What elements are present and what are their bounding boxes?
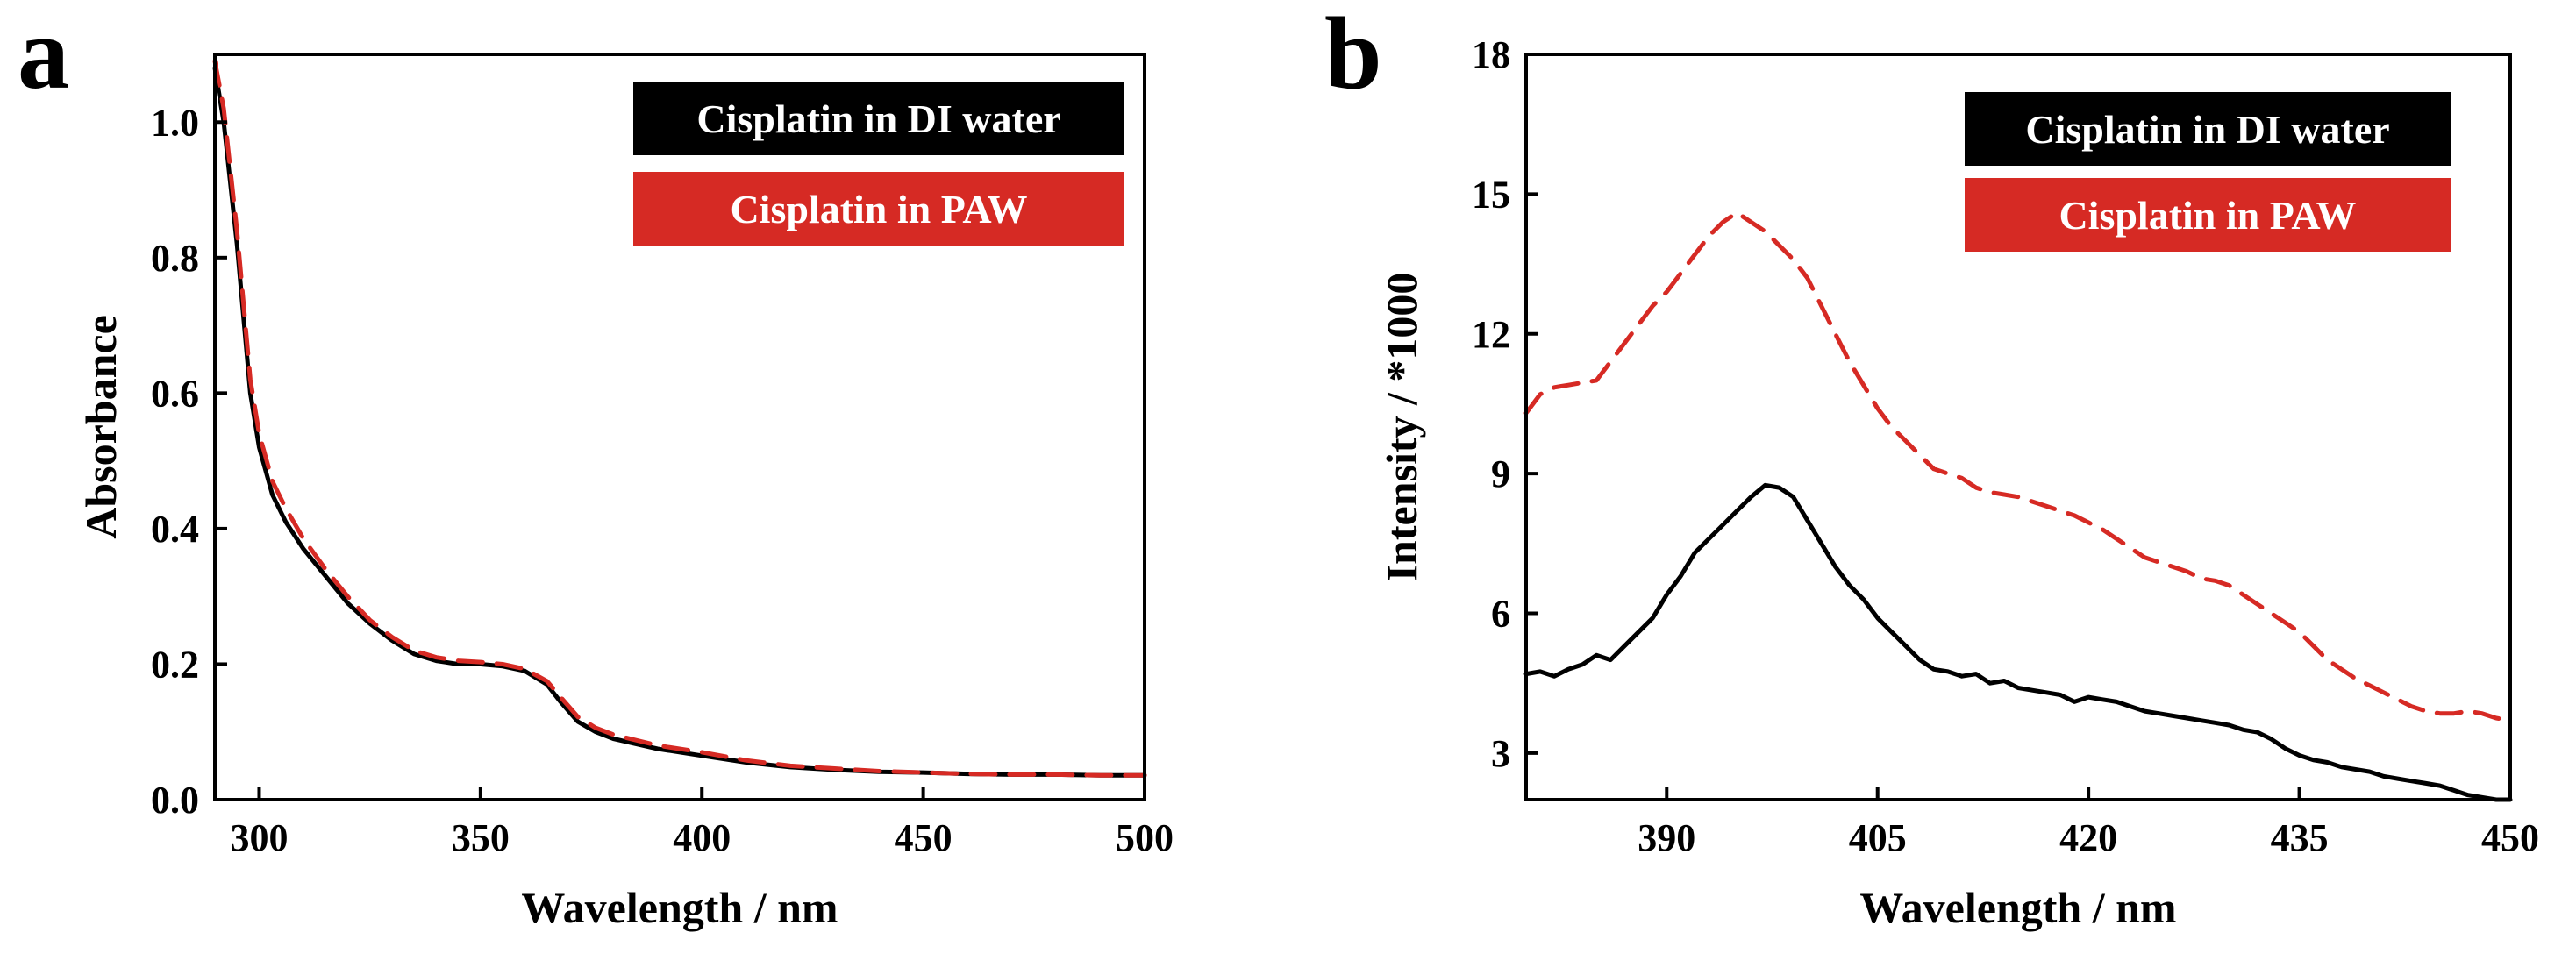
panel-b-xtick-label-435: 435 (2271, 816, 2329, 859)
panel-a-xtick-label-400: 400 (673, 816, 731, 859)
panel-b-label: b (1324, 0, 1382, 110)
panel-b-series-2-line (1523, 210, 2513, 723)
panel-a-label: a (18, 0, 69, 110)
panel-b-ytick-label-9: 9 (1491, 452, 1510, 495)
panel-a-xtick-label-500: 500 (1116, 816, 1174, 859)
panel-b-series-1-line (1523, 482, 2513, 802)
panel-a-ticks-group: 300 350 400 450 500 0.0 0.2 0.4 0.6 0.8 1.0 (151, 101, 1174, 859)
panel-b-ytick-label-6: 6 (1491, 593, 1510, 636)
panel-a: a 300 350 400 450 500 0.0 0.2 0.4 0.6 0.8 1.0 Wave… (18, 0, 1174, 932)
panel-b-xlabel: Wavelength / nm (1859, 883, 2176, 932)
panel-b-legend-swatch-2 (1965, 178, 2451, 252)
panel-a-ytick-label-0.2: 0.2 (151, 643, 199, 686)
panel-a-legend-label-2: Cisplatin in PAW (730, 187, 1027, 231)
panel-b-series-group (1523, 210, 2513, 802)
panel-a-legend-label-1: Cisplatin in DI water (696, 96, 1060, 141)
panel-b-ylabel: Intensity / *1000 (1377, 273, 1426, 582)
panel-a-ytick-label-0: 0.0 (151, 779, 199, 822)
panel-b-ticks-group: 390 405 420 435 450 3 6 9 12 15 18 (1472, 33, 2539, 859)
panel-a-xtick-label-300: 300 (230, 816, 288, 859)
panel-a-ytick-label-0.4: 0.4 (151, 508, 199, 551)
panel-a-xtick-label-450: 450 (895, 816, 953, 859)
panel-a-xlabel: Wavelength / nm (521, 883, 838, 932)
panel-b-ytick-label-15: 15 (1472, 173, 1510, 216)
panel-a-series-group (212, 59, 1147, 778)
panel-b: b 390 405 420 435 450 3 6 9 12 15 18 Wavelength / … (1324, 0, 2539, 932)
panel-b-xtick-label-390: 390 (1638, 816, 1695, 859)
panel-b-xtick-label-405: 405 (1849, 816, 1907, 859)
panel-a-ytick-label-1: 1.0 (151, 101, 199, 144)
panel-a-ytick-label-0.8: 0.8 (151, 237, 199, 280)
panel-b-legend-label-2: Cisplatin in PAW (2059, 193, 2356, 238)
panel-b-legend-label-1: Cisplatin in DI water (2025, 107, 2389, 152)
panel-a-ylabel: Absorbance (76, 315, 125, 539)
panel-b-xtick-label-420: 420 (2059, 816, 2117, 859)
panel-a-ytick-label-0.6: 0.6 (151, 372, 199, 415)
panel-b-legend: Cisplatin in DI water Cisplatin in PAW (1965, 92, 2451, 252)
panel-a-legend-swatch-1 (633, 82, 1124, 155)
panel-b-ytick-label-12: 12 (1472, 313, 1510, 356)
panel-a-series-2-line (212, 59, 1147, 778)
panel-a-legend: Cisplatin in DI water Cisplatin in PAW (633, 82, 1124, 246)
panel-b-ytick-label-3: 3 (1491, 732, 1510, 775)
panel-b-ytick-label-18: 18 (1472, 33, 1510, 76)
panel-a-legend-swatch-2 (633, 172, 1124, 246)
panel-b-xtick-label-450: 450 (2481, 816, 2539, 859)
panel-a-xtick-label-350: 350 (452, 816, 510, 859)
panel-b-legend-swatch-1 (1965, 92, 2451, 166)
panel-b-plot-frame (1524, 53, 2512, 801)
panel-a-plot-frame (213, 53, 1146, 801)
